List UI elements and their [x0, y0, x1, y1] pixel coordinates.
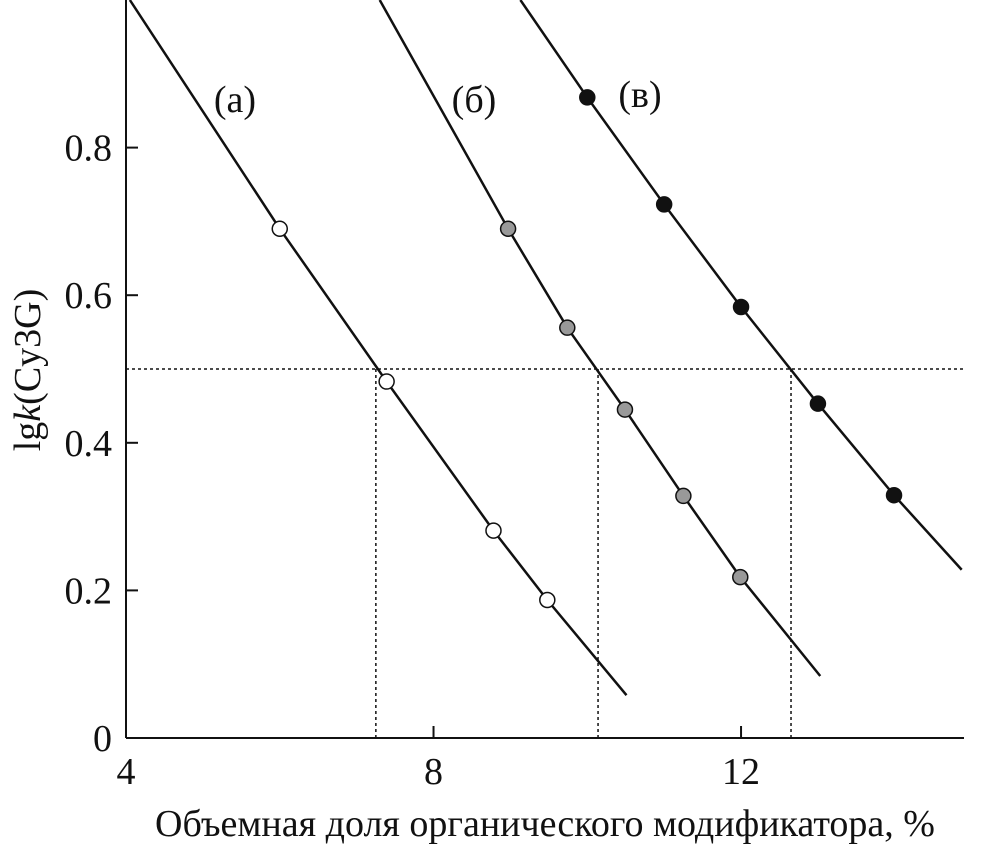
y-tick-label: 0.2 — [65, 570, 113, 612]
y-label-part: k — [7, 404, 49, 422]
x-axis-label: Объемная доля органического модификатора… — [155, 803, 935, 844]
data-point — [378, 373, 395, 390]
data-point — [579, 89, 596, 106]
series-label: (б) — [452, 79, 497, 121]
curve — [378, 0, 822, 677]
y-label-part: lg — [7, 422, 49, 452]
y-tick-label: 0.6 — [65, 275, 113, 317]
y-label-part: (Cy3G) — [7, 289, 49, 405]
series-label: (а) — [214, 79, 256, 121]
y-tick-label: 0.8 — [65, 128, 113, 170]
data-point — [616, 401, 634, 418]
y-tick-label: 0 — [93, 718, 112, 760]
data-point — [732, 568, 749, 586]
data-point — [885, 486, 903, 504]
data-point — [559, 319, 576, 336]
x-tick-label: 4 — [117, 751, 136, 793]
series-label: (в) — [618, 74, 661, 116]
curve — [519, 0, 963, 571]
y-tick-label: 0.4 — [65, 423, 113, 465]
data-point — [539, 591, 556, 609]
data-point — [732, 298, 750, 316]
data-point — [675, 487, 692, 505]
curve — [128, 0, 628, 696]
data-point — [499, 220, 517, 238]
data-point — [271, 220, 289, 238]
x-tick-label: 12 — [722, 751, 760, 793]
data-point — [485, 522, 502, 539]
y-axis-label: lgk(Cy3G) — [7, 289, 49, 452]
data-point — [655, 196, 673, 213]
x-tick-label: 8 — [424, 751, 443, 793]
data-point — [809, 395, 827, 412]
